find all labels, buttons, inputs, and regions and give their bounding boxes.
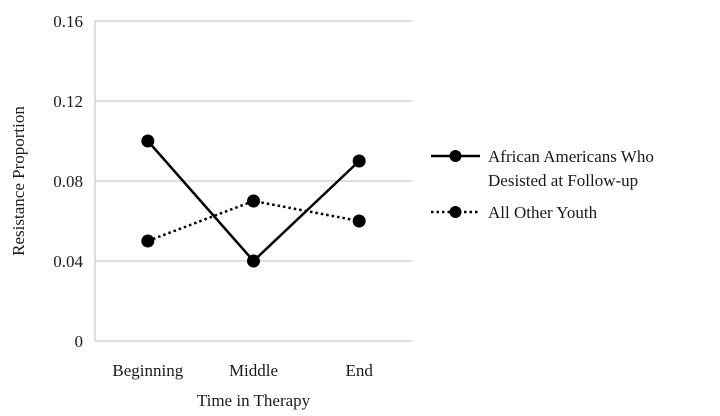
data-point — [352, 154, 366, 168]
legend-item: African Americans Who Desisted at Follow-… — [431, 147, 654, 190]
legend-marker — [449, 150, 462, 162]
x-tick-label: End — [345, 361, 373, 380]
y-tick-label: 0.08 — [53, 172, 83, 191]
series-1 — [141, 134, 366, 268]
x-tick-labels: Beginning Middle End — [112, 361, 373, 380]
y-tick-label: 0.04 — [53, 252, 83, 271]
series-2 — [141, 194, 366, 248]
y-tick-label: 0 — [75, 332, 84, 351]
legend-label: All Other Youth — [488, 203, 598, 222]
series — [141, 134, 366, 268]
gridlines — [95, 20, 412, 342]
x-tick-label: Middle — [229, 361, 278, 380]
y-tick-label: 0.16 — [53, 12, 83, 31]
legend-label: African Americans Who — [488, 147, 654, 166]
y-tick-label: 0.12 — [53, 92, 83, 111]
legend-item: All Other Youth — [431, 203, 598, 222]
data-point — [247, 254, 260, 268]
data-point — [247, 194, 260, 208]
data-point — [141, 134, 155, 148]
legend-label: Desisted at Follow-up — [488, 171, 638, 190]
y-tick-labels: 0 0.04 0.08 0.12 0.16 — [53, 12, 83, 351]
data-point — [141, 234, 155, 248]
data-point — [352, 214, 366, 228]
x-tick-label: Beginning — [112, 361, 183, 380]
legend-marker — [449, 206, 462, 218]
x-axis-title: Time in Therapy — [197, 391, 311, 410]
y-axis-title: Resistance Proportion — [9, 106, 28, 256]
legend: African Americans Who Desisted at Follow-… — [431, 147, 654, 222]
